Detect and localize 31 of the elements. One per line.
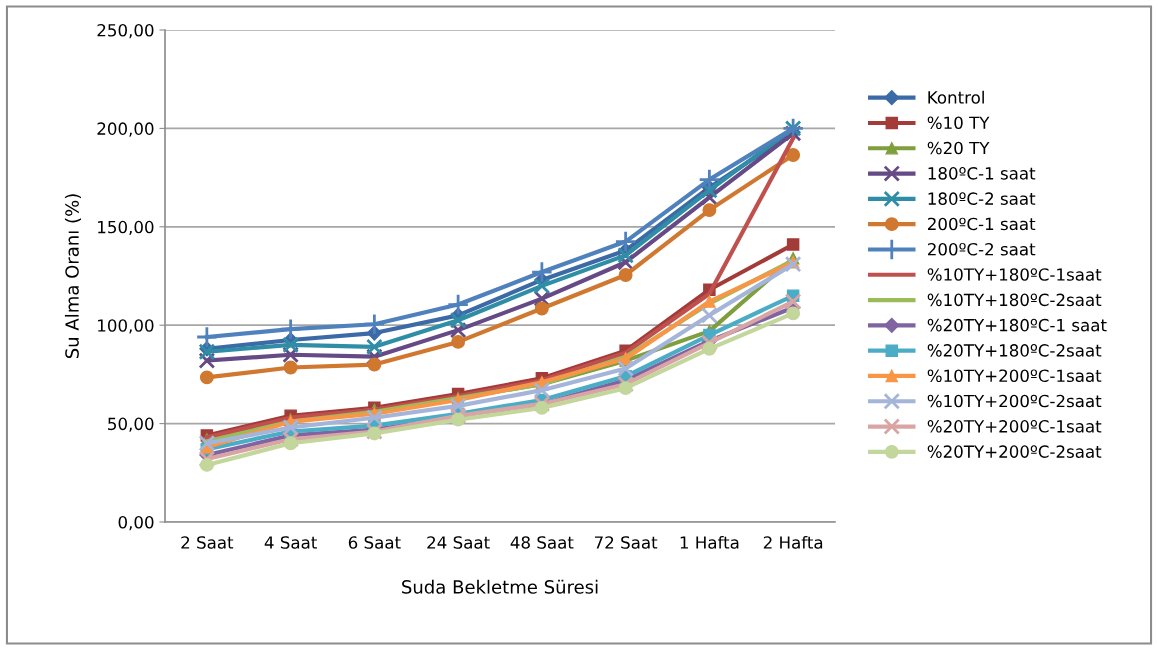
legend-label: 200ºC-1 saat: [927, 217, 1036, 231]
y-tick-label: 150,00: [98, 220, 154, 236]
y-tick-label: 250,00: [97, 23, 154, 39]
legend-label: 180ºC-2 saat: [928, 192, 1036, 205]
x-tick-label: 2 Hafta: [763, 535, 823, 549]
legend-label: 180ºC-1 saat: [928, 167, 1036, 180]
legend-label: %10 TY: [927, 116, 990, 130]
legend-label: %20TY+200ºC-1saat: [927, 420, 1102, 433]
y-axis-title: Su Alma Oranı (%): [64, 194, 81, 359]
legend-label: %20 TY: [927, 141, 990, 155]
legend-label: %20TY+200ºC-2saat: [927, 445, 1102, 458]
x-tick-label: 6 Saat: [348, 536, 401, 549]
legend-label: Kontrol: [928, 90, 984, 104]
legend-label: %10TY+180ºC-1saat: [927, 268, 1102, 281]
x-tick-label: 48 Saat: [510, 536, 574, 549]
x-tick-label: 4 Saat: [264, 536, 317, 549]
x-axis-title: Suda Bekletme Süresi: [402, 579, 598, 594]
legend-label: %10TY+200ºC-2saat: [927, 394, 1102, 408]
y-tick-label: 50,00: [108, 417, 154, 432]
y-tick-label: 200,00: [97, 122, 154, 137]
x-tick-label: 1 Hafta: [680, 535, 739, 549]
x-tick-label: 24 Saat: [427, 536, 490, 549]
legend-label: %20TY+180ºC-2saat: [927, 344, 1102, 357]
legend-label: %10TY+200ºC-1saat: [927, 369, 1102, 383]
legend-label: %10TY+180ºC-2saat: [927, 293, 1102, 307]
x-tick-label: 72 Saat: [594, 536, 658, 549]
y-tick-label: 0,00: [118, 515, 154, 531]
legend-label: 200ºC-2 saat: [927, 242, 1036, 256]
x-tick-label: 2 Saat: [181, 536, 234, 549]
y-tick-label: 100,00: [98, 319, 154, 334]
legend-label: %20TY+180ºC-1 saat: [927, 318, 1107, 332]
